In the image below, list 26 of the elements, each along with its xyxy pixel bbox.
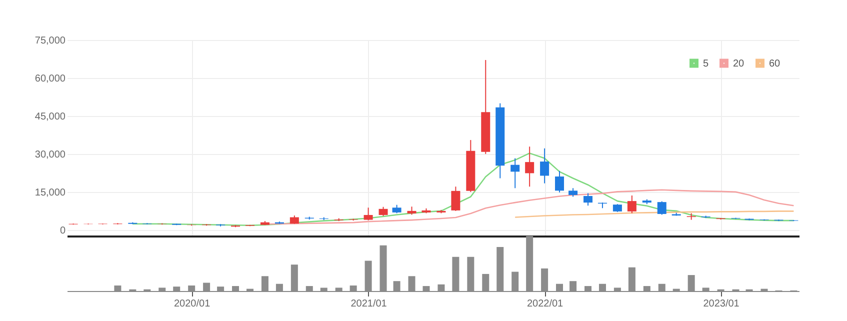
x-tick-label: 2022/01 — [526, 298, 564, 310]
x-tick-label: 2020/01 — [174, 298, 211, 310]
legend-label: 60 — [769, 58, 781, 70]
y-tick-label: 60,000 — [34, 73, 66, 84]
candlestick — [378, 206, 388, 216]
legend-label: 20 — [733, 58, 745, 70]
candlestick — [627, 194, 636, 214]
candlestick — [583, 192, 592, 206]
legend-label: 5 — [703, 58, 709, 70]
x-tick-label: 2023/01 — [703, 298, 740, 310]
candlestick — [657, 200, 666, 216]
candlestick — [510, 158, 520, 189]
candlestick — [451, 186, 460, 212]
candlestick — [686, 212, 696, 220]
line-series — [132, 152, 794, 226]
y-tick-label: 15,000 — [34, 187, 66, 198]
line-series — [514, 210, 794, 218]
y-tick-label: 0 — [60, 225, 66, 236]
candlestick — [540, 148, 550, 184]
y-tick-label: 30,000 — [34, 149, 66, 160]
candlestick — [525, 146, 534, 188]
candlestick — [555, 170, 564, 193]
y-tick-label: 75,000 — [34, 36, 66, 46]
x-tick-label: 2021/01 — [350, 298, 388, 310]
y-tick-label: 45,000 — [34, 111, 66, 122]
candlestick — [364, 207, 373, 221]
